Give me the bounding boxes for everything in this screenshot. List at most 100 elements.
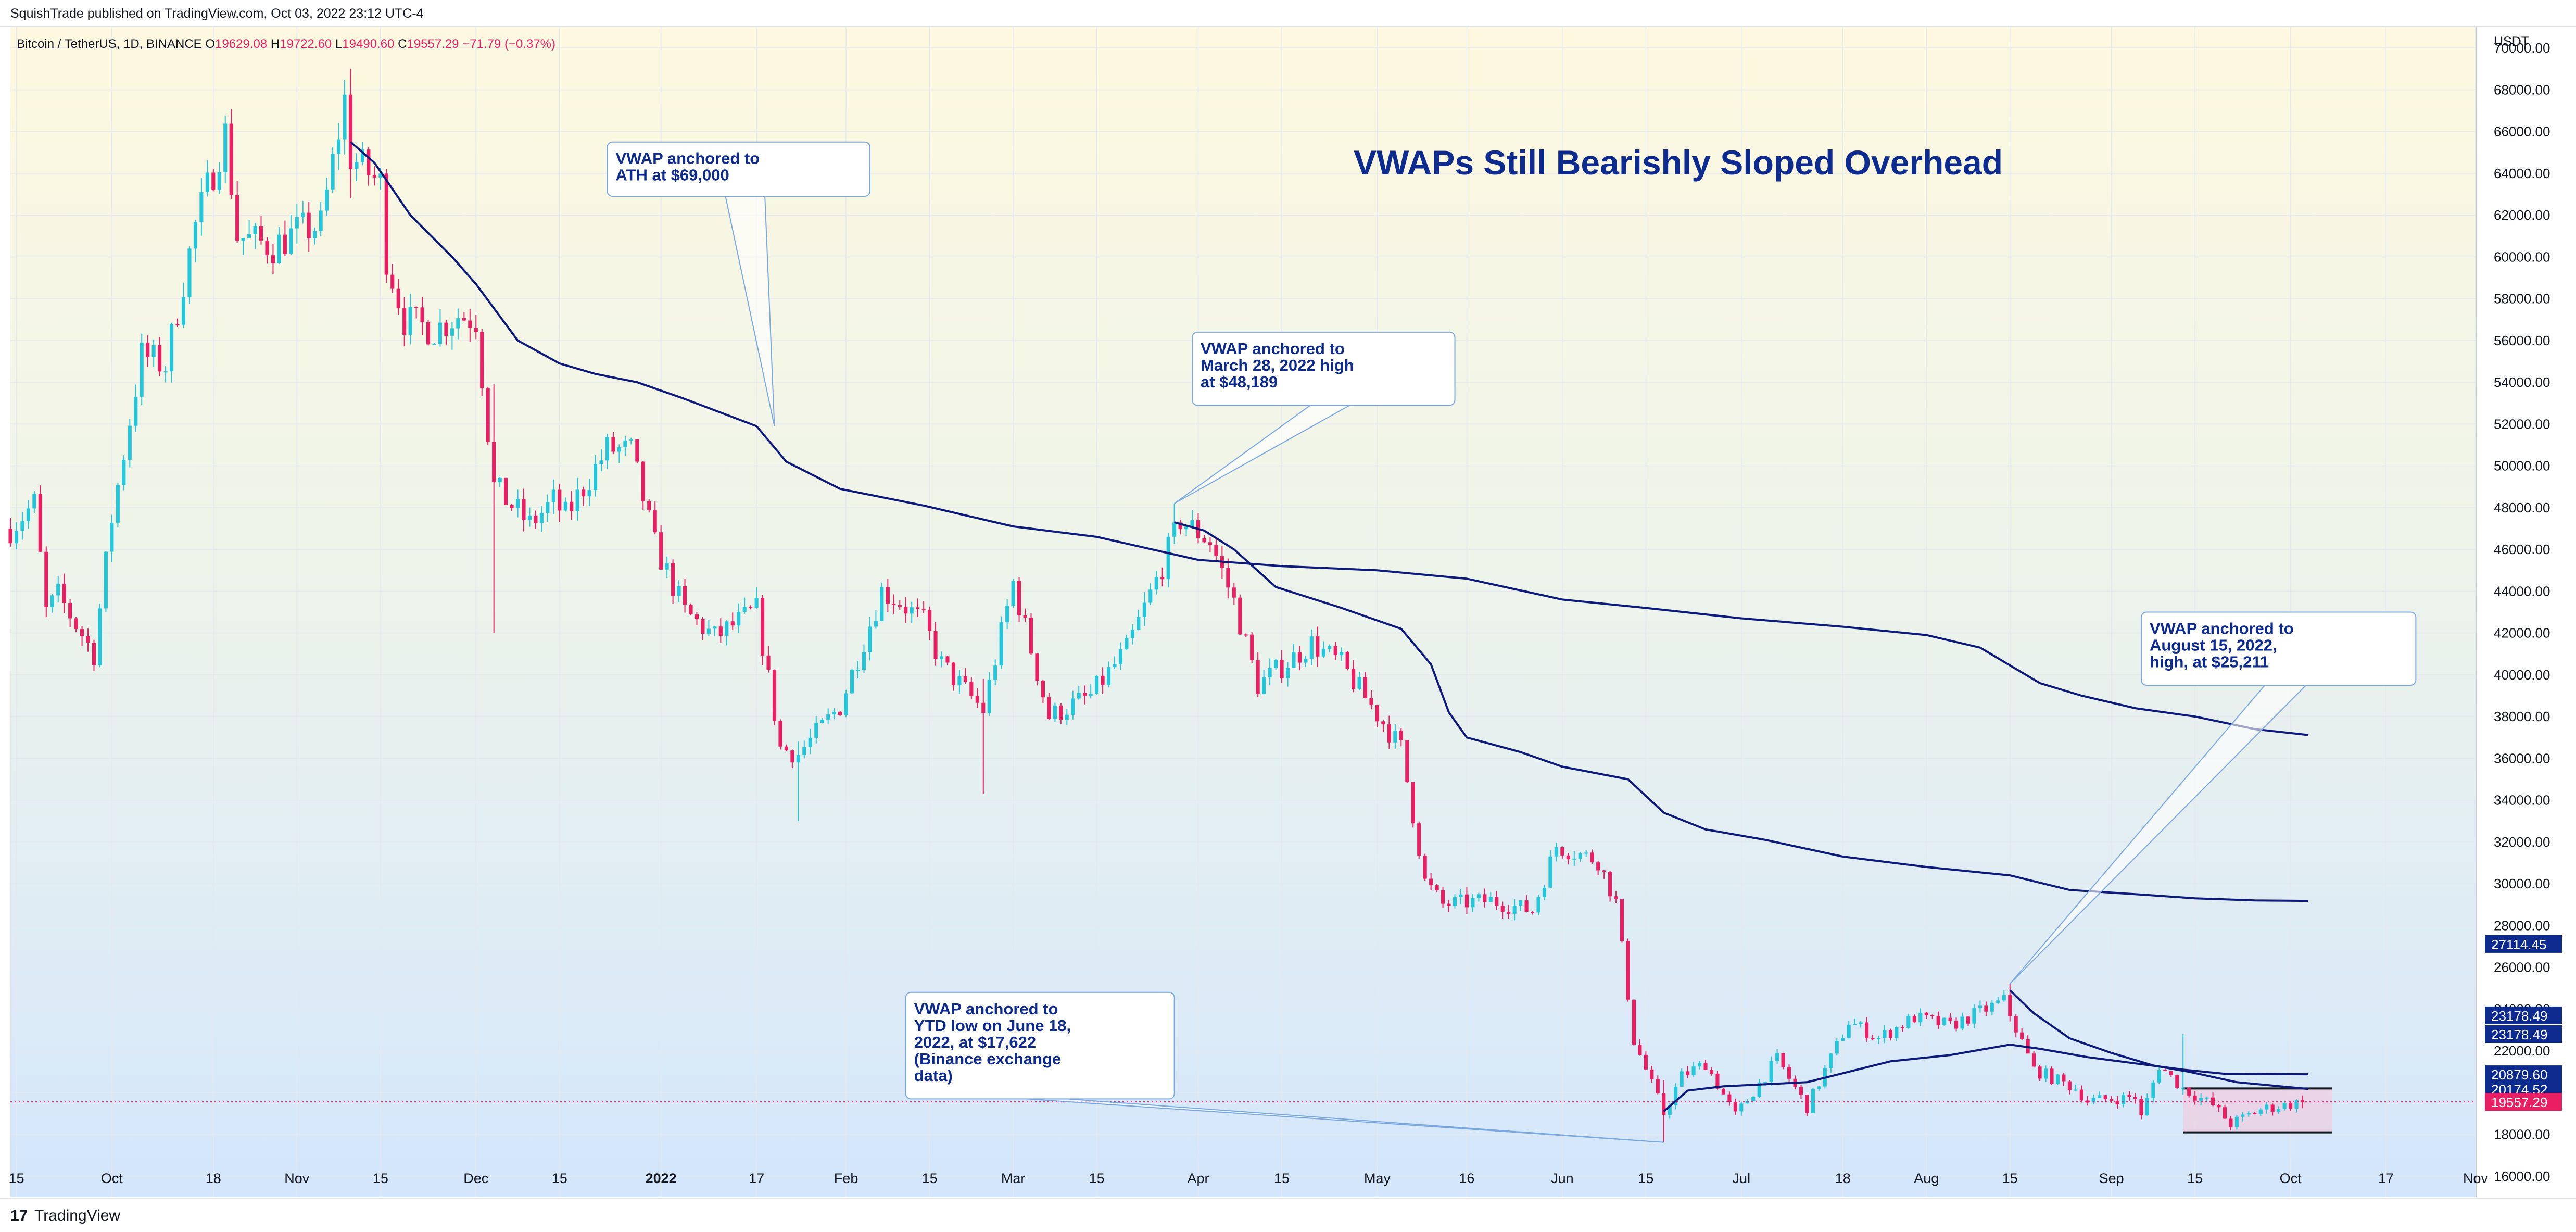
candle-body [1966, 1016, 1971, 1024]
y-tick-label: 40000.00 [2494, 667, 2550, 683]
candle-body [1638, 1045, 1642, 1055]
y-tick-label: 34000.00 [2494, 793, 2550, 808]
candle-body [1507, 912, 1511, 914]
candle-body [522, 499, 526, 520]
callout-pointer [1174, 405, 1352, 504]
brand-name[interactable]: TradingView [34, 1207, 121, 1224]
candle-body [1005, 606, 1009, 623]
candle-body [2294, 1100, 2299, 1109]
y-tick-label: 68000.00 [2494, 82, 2550, 97]
candle-body [999, 622, 1003, 666]
candle-body [1900, 1027, 1904, 1028]
candle-body [1047, 697, 1051, 719]
candle-body [527, 515, 532, 520]
candle-body [1071, 698, 1075, 715]
x-tick-label: Feb [834, 1171, 858, 1186]
candle-body [1596, 862, 1600, 871]
candle-body [665, 563, 669, 570]
candle-body [2139, 1099, 2143, 1115]
candle-body [128, 425, 132, 460]
candle-body [605, 437, 610, 461]
y-tick-label: 60000.00 [2494, 249, 2550, 265]
candle-body [778, 720, 782, 747]
candle-body [193, 222, 197, 249]
candle-body [1948, 1017, 1952, 1021]
candle-body [1285, 668, 1290, 678]
candle-body [1262, 677, 1266, 695]
candle-body [1769, 1061, 1773, 1082]
candle-body [1912, 1016, 1916, 1023]
candle-body [1817, 1086, 1821, 1089]
candle-body [1608, 872, 1612, 897]
candle-body [647, 501, 651, 510]
candle-body [623, 440, 627, 448]
chart-title: VWAPs Still Bearishly Sloped Overhead [1354, 143, 2003, 182]
candle-body [1083, 693, 1087, 696]
candle-body [116, 485, 120, 523]
chart-plot-area[interactable] [10, 27, 2476, 1197]
candle-body [1644, 1054, 1648, 1070]
tradingview-logo-icon[interactable]: 17 [10, 1207, 28, 1224]
candle-body [2199, 1098, 2203, 1101]
candle-body [1883, 1030, 1887, 1038]
y-tick-label: 48000.00 [2494, 500, 2550, 516]
candle-body [2014, 1016, 2018, 1033]
candle-body [1733, 1102, 1737, 1112]
candle-body [44, 551, 48, 607]
candle-body [62, 584, 66, 604]
candle-body [378, 173, 383, 178]
x-tick-label: 18 [1835, 1171, 1851, 1186]
candle-body [271, 255, 275, 263]
candle-body [742, 607, 747, 612]
candle-body [1106, 667, 1111, 685]
price-axis-panel[interactable] [2476, 27, 2576, 1197]
candle-body [2038, 1066, 2042, 1079]
candle-body [1781, 1053, 1785, 1067]
x-tick-label: Sep [2099, 1171, 2124, 1186]
symbol-legend-part: O [205, 37, 215, 51]
x-tick-label: 15 [1089, 1171, 1105, 1186]
symbol-legend-part: 19722.60 [280, 37, 335, 51]
candle-body [677, 586, 681, 596]
candle-body [163, 371, 168, 373]
candle-body [319, 210, 323, 231]
callout-text: March 28, 2022 high [1201, 356, 1354, 374]
candle-body [1333, 646, 1337, 656]
x-tick-label: May [1364, 1171, 1391, 1186]
candle-body [1674, 1086, 1678, 1105]
candle-body [1554, 847, 1558, 857]
candle-body [737, 612, 741, 626]
candle-body [1841, 1038, 1845, 1041]
candle-body [838, 712, 842, 715]
callout-pointer [1026, 1098, 1664, 1143]
candle-body [1274, 660, 1278, 668]
callout-text: ATH at $69,000 [615, 166, 729, 184]
candle-body [1029, 617, 1033, 654]
candle-body [498, 477, 502, 483]
candle-body [1984, 1005, 1988, 1012]
candle-body [241, 238, 245, 241]
x-tick-label: 15 [373, 1171, 388, 1186]
candle-body [1954, 1020, 1959, 1029]
candle-body [939, 656, 944, 659]
candle-body [1626, 941, 1630, 1000]
candle-body [1041, 681, 1045, 698]
candle-body [635, 439, 639, 462]
candle-body [826, 714, 830, 720]
candle-body [1429, 878, 1433, 886]
candle-body [2211, 1097, 2215, 1105]
candle-body [761, 598, 765, 656]
candle-body [1668, 1105, 1672, 1115]
candle-body [874, 621, 878, 627]
candle-body [730, 621, 735, 626]
candle-body [1978, 1005, 1982, 1009]
candle-body [2008, 995, 2012, 1016]
y-axis-unit: USDT [2494, 34, 2529, 49]
candle-body [2270, 1104, 2275, 1112]
x-tick-label: 15 [552, 1171, 567, 1186]
candle-body [575, 489, 579, 511]
x-tick-label: 18 [206, 1171, 221, 1186]
candle-body [110, 522, 114, 552]
candle-body [749, 607, 753, 608]
